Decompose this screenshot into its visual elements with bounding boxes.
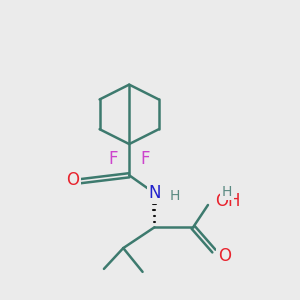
Text: F: F: [108, 150, 118, 168]
Text: H: H: [222, 184, 232, 199]
Text: OH: OH: [215, 191, 241, 209]
Text: F: F: [141, 150, 150, 168]
Text: O: O: [66, 171, 79, 189]
Text: N: N: [148, 184, 161, 202]
Text: H: H: [170, 189, 181, 203]
Text: O: O: [218, 247, 231, 265]
